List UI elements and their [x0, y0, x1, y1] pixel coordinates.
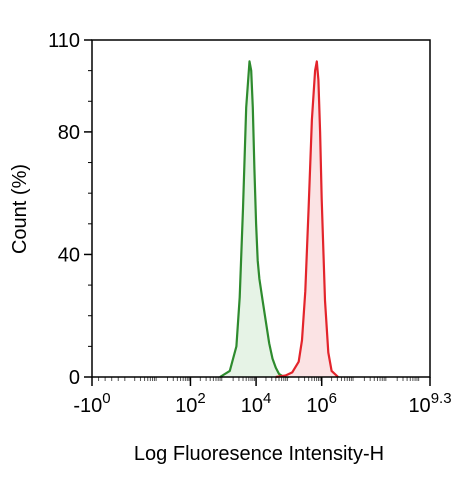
x-axis-label: Log Fluoresence Intensity-H: [134, 443, 384, 465]
x-tick-label: -100: [73, 390, 110, 417]
y-axis-label: Count (%): [9, 164, 31, 254]
y-tick-label: 110: [48, 30, 80, 52]
y-axis-ticks: 0 40 80 110: [48, 30, 92, 389]
series-1-area: [219, 61, 289, 378]
x-tick-label: 106: [306, 390, 337, 417]
series-layer: [219, 60, 339, 379]
y-tick-label: 0: [69, 367, 80, 389]
x-axis-ticks: -100 102 104 106 109.3: [73, 377, 452, 417]
x-tick-label: 109.3: [408, 390, 451, 417]
series-1-line: [219, 60, 290, 379]
x-tick-label: 104: [241, 390, 272, 417]
y-tick-label: 40: [58, 244, 80, 266]
y-tick-label: 80: [58, 122, 80, 144]
series-2-area: [275, 61, 339, 378]
plot-frame: [91, 39, 431, 378]
x-tick-label: 102: [175, 390, 206, 417]
series-2-line: [275, 60, 339, 379]
